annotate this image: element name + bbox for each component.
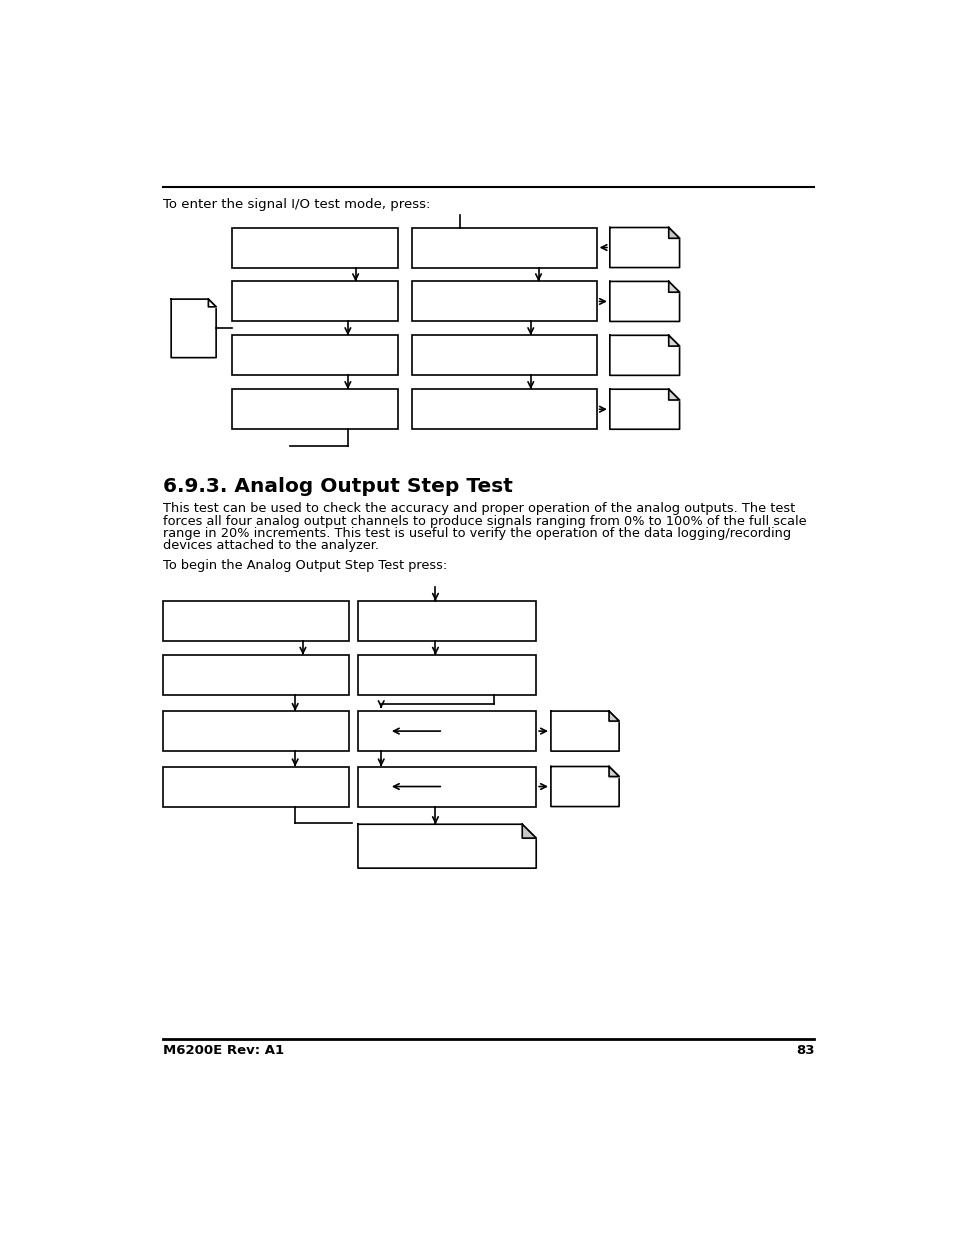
Text: 6.9.3. Analog Output Step Test: 6.9.3. Analog Output Step Test (163, 477, 513, 496)
Polygon shape (609, 336, 679, 375)
Polygon shape (668, 336, 679, 346)
Polygon shape (668, 282, 679, 293)
Text: 83: 83 (795, 1044, 814, 1057)
Bar (232, 336, 397, 375)
Bar (163, 711, 349, 751)
Text: forces all four analog output channels to produce signals ranging from 0% to 100: forces all four analog output channels t… (163, 515, 806, 527)
Polygon shape (550, 711, 618, 751)
Polygon shape (171, 299, 216, 358)
Text: range in 20% increments. This test is useful to verify the operation of the data: range in 20% increments. This test is us… (163, 527, 791, 540)
Polygon shape (608, 711, 618, 721)
Bar (163, 601, 349, 641)
Polygon shape (609, 282, 679, 321)
Bar (412, 336, 596, 375)
Polygon shape (609, 389, 679, 430)
Bar (412, 282, 596, 321)
Text: devices attached to the analyzer.: devices attached to the analyzer. (163, 540, 379, 552)
Bar (357, 767, 536, 806)
Polygon shape (550, 767, 618, 806)
Text: To enter the signal I/O test mode, press:: To enter the signal I/O test mode, press… (163, 199, 431, 211)
Bar (357, 711, 536, 751)
Bar (232, 282, 397, 321)
Bar (163, 767, 349, 806)
Polygon shape (208, 299, 216, 306)
Polygon shape (609, 227, 679, 268)
Bar (163, 655, 349, 695)
Bar (232, 389, 397, 430)
Text: This test can be used to check the accuracy and proper operation of the analog o: This test can be used to check the accur… (163, 503, 795, 515)
Polygon shape (357, 824, 536, 868)
Polygon shape (521, 824, 536, 839)
Bar (232, 227, 397, 268)
Text: To begin the Analog Output Step Test press:: To begin the Analog Output Step Test pre… (163, 559, 447, 572)
Bar (357, 601, 536, 641)
Text: M6200E Rev: A1: M6200E Rev: A1 (163, 1044, 284, 1057)
Bar (357, 655, 536, 695)
Bar (412, 227, 596, 268)
Bar (412, 389, 596, 430)
Polygon shape (668, 389, 679, 400)
Polygon shape (608, 767, 618, 777)
Polygon shape (668, 227, 679, 238)
